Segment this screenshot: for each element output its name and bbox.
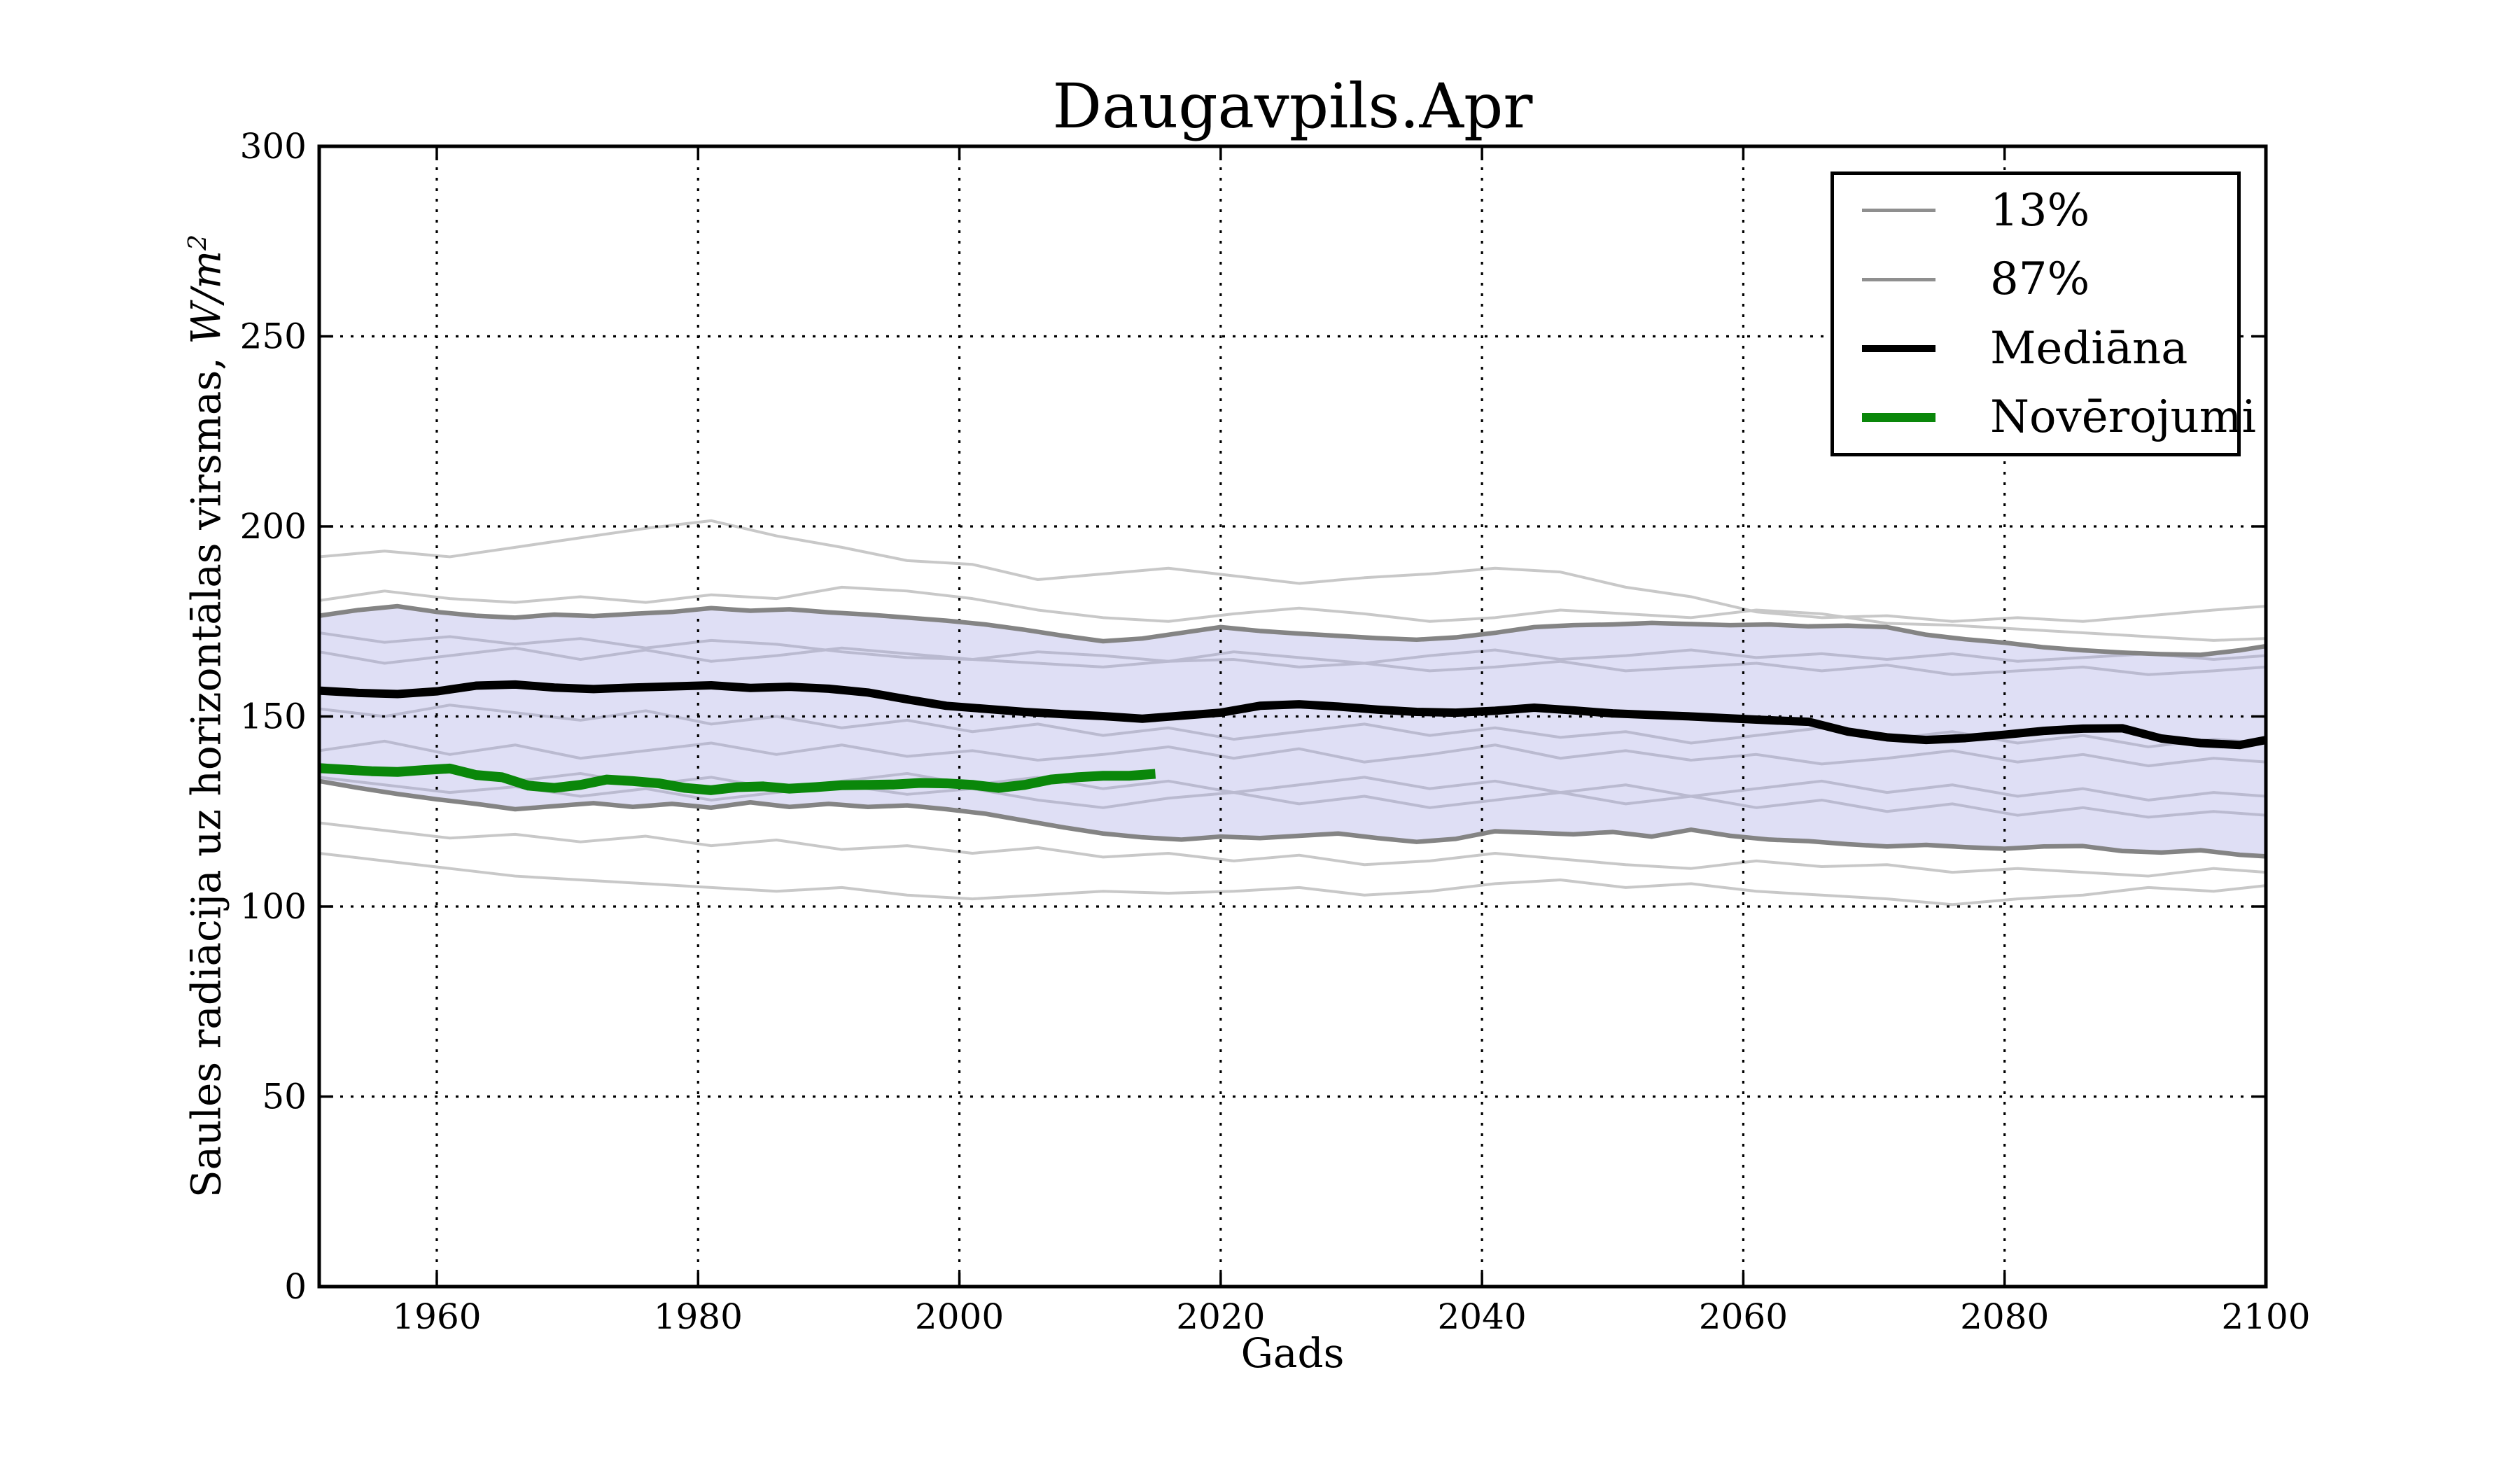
- x-tick-label: 2000: [915, 1296, 1004, 1337]
- y-axis-label-text: Saules radiācija uz horizontālas virsmas…: [182, 344, 230, 1198]
- y-axis-label: Saules radiācija uz horizontālas virsmas…: [167, 86, 230, 1346]
- ensemble-run-line: [318, 585, 2267, 642]
- median-line: [318, 680, 2267, 750]
- legend-swatch-median: [1862, 344, 1935, 352]
- ensemble-run-line: [318, 851, 2267, 906]
- ensemble-run-line: [318, 631, 2267, 676]
- x-tick-label: 2040: [1438, 1296, 1527, 1337]
- legend-label-87pct: 87%: [1990, 253, 2090, 306]
- legend-entry-87pct: 87%: [1834, 246, 2237, 313]
- legend-entry-observations: Novērojumi: [1834, 384, 2256, 451]
- band-layer: [319, 606, 2266, 857]
- observations-line: [318, 763, 1156, 795]
- y-tick-label: 0: [284, 1266, 307, 1307]
- legend-swatch-13pct: [1862, 209, 1935, 213]
- ensemble-run-line: [318, 739, 2267, 768]
- y-tick-label: 200: [240, 506, 307, 547]
- percentile-87-line: [318, 603, 2267, 657]
- y-tick-label: 100: [240, 886, 307, 927]
- ensemble-run-line: [318, 519, 2267, 623]
- x-tick-label: 2060: [1699, 1296, 1788, 1337]
- axes-layer: [317, 144, 2268, 1289]
- legend-label-observations: Novērojumi: [1990, 391, 2256, 444]
- legend-swatch-observations: [1862, 412, 1935, 422]
- x-tick-label: 1980: [654, 1296, 743, 1337]
- percentile-band: [319, 606, 2266, 857]
- legend-box: 13% 87% Mediāna Novērojumi: [1830, 172, 2256, 456]
- y-tick-label: 50: [262, 1077, 307, 1117]
- legend-entry-13pct: 13%: [1834, 177, 2237, 244]
- ensemble-run-line: [318, 704, 2267, 748]
- x-tick-label: 2080: [1960, 1296, 2049, 1337]
- legend-label-13pct: 13%: [1990, 184, 2090, 237]
- x-axis-label: Gads: [1240, 1329, 1345, 1377]
- legend-label-median: Mediāna: [1990, 322, 2188, 374]
- y-axis-unit-exponent: 2: [183, 234, 212, 251]
- y-axis-unit: W/m: [182, 250, 230, 344]
- tick-label-layer: 1960 1980 2000 2020 2040 2060 2080 2100 0 50 100 15…: [240, 126, 2311, 1337]
- series-layer: [318, 603, 2267, 859]
- percentile-13-line: [318, 778, 2267, 859]
- chart-title: Daugavpils.Apr: [1052, 70, 1533, 142]
- y-tick-label: 250: [240, 316, 307, 357]
- legend-entry-median: Mediāna: [1834, 315, 2237, 382]
- ensemble-run-line: [318, 821, 2267, 878]
- y-tick-label: 150: [240, 696, 307, 737]
- y-tick-label: 300: [240, 126, 307, 167]
- ensemble-run-line: [318, 776, 2267, 819]
- x-tick-label: 1960: [392, 1296, 481, 1337]
- ensemble-run-line: [318, 646, 2267, 665]
- x-tick-label: 2100: [2221, 1296, 2310, 1337]
- x-tick-label: 2020: [1176, 1296, 1265, 1337]
- legend-swatch-87pct: [1862, 277, 1935, 281]
